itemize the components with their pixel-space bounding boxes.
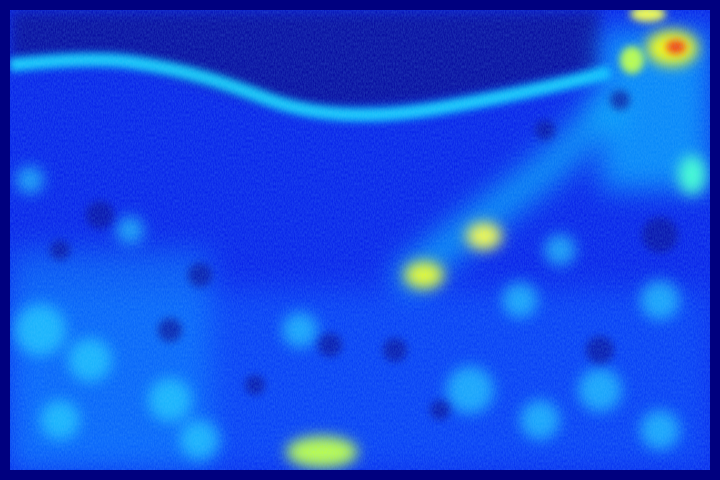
texture bbox=[10, 10, 710, 470]
